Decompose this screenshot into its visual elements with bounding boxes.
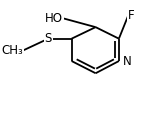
Text: F: F bbox=[128, 9, 135, 22]
Text: CH₃: CH₃ bbox=[2, 44, 24, 57]
Text: S: S bbox=[45, 32, 52, 45]
Text: HO: HO bbox=[45, 12, 63, 25]
Text: N: N bbox=[122, 55, 131, 68]
